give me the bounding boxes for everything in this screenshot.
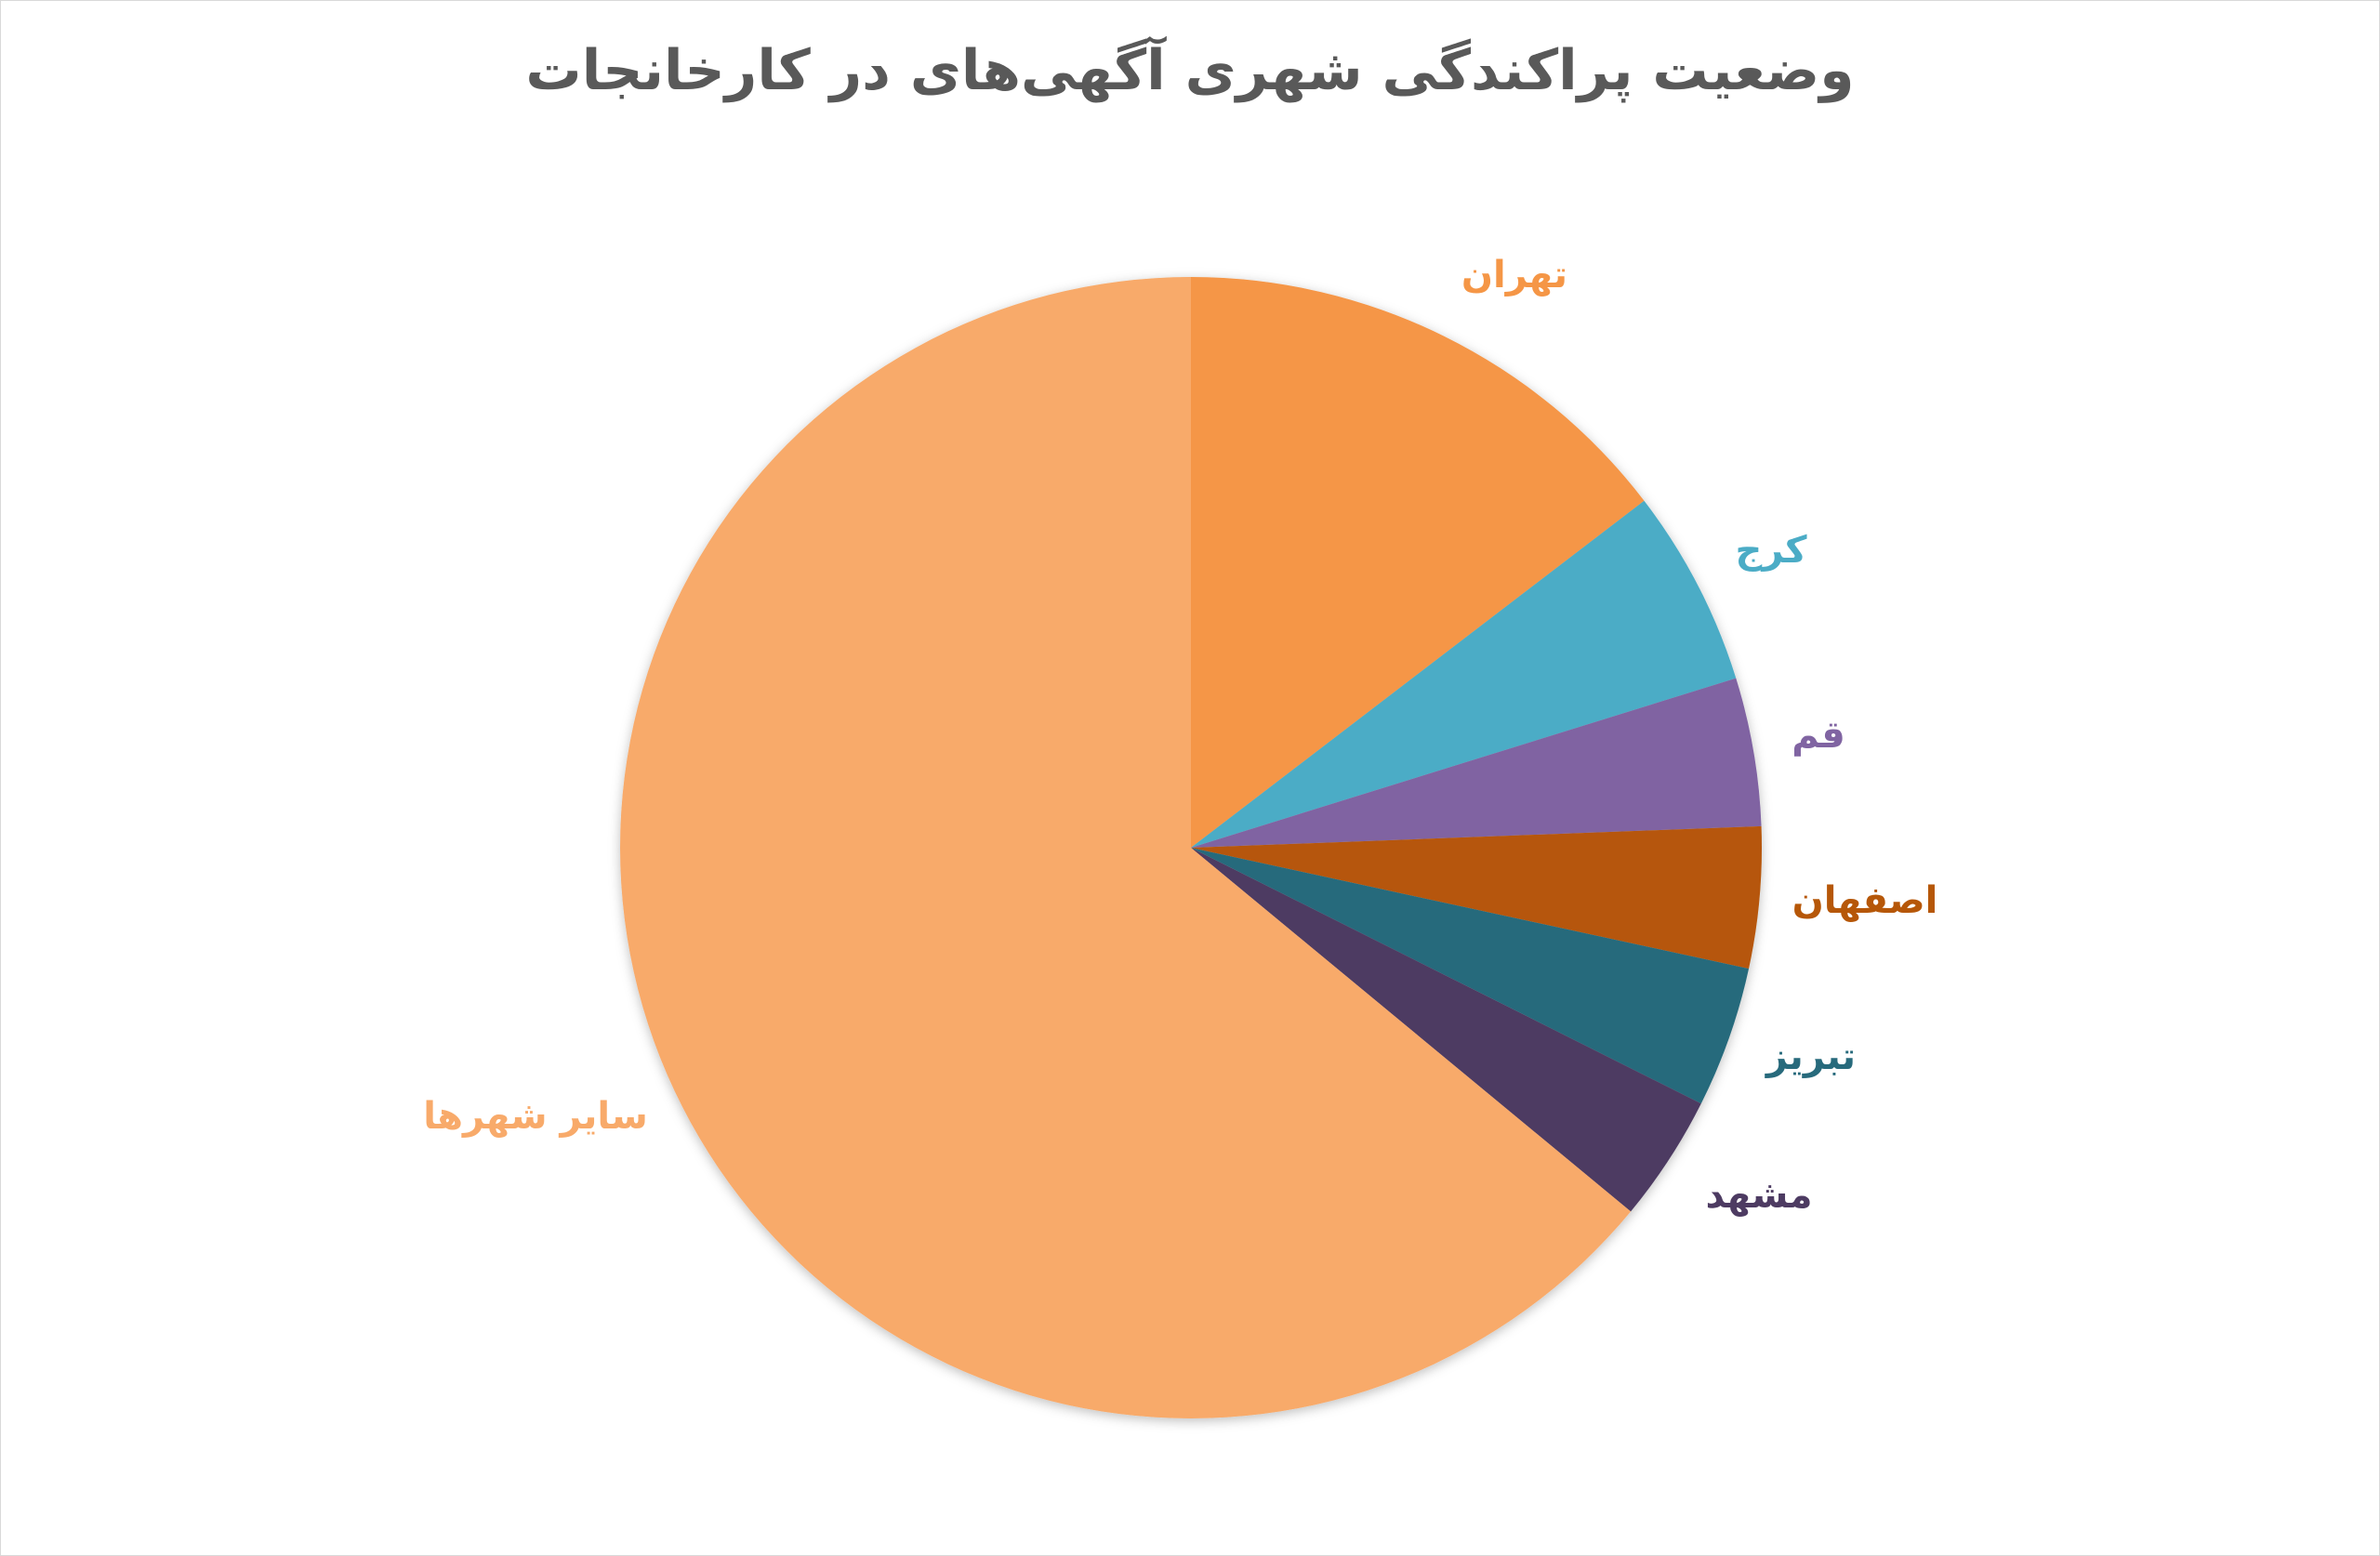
pie-slice bbox=[1191, 848, 1701, 1212]
pie-slice bbox=[619, 277, 1632, 1418]
pie-slice bbox=[1191, 500, 1737, 848]
data-label: تهران bbox=[1461, 254, 1567, 297]
pie-slice bbox=[1191, 277, 1645, 848]
data-label: اصفهان bbox=[1792, 879, 1938, 922]
data-label: تبریز bbox=[1765, 1035, 1856, 1078]
data-label: کرج bbox=[1736, 529, 1808, 572]
pie-slice bbox=[1191, 848, 1750, 1104]
chart-title: وضعیت پراکندگی شهری آگهی‌های در کارخانجا… bbox=[525, 38, 1855, 103]
data-label: مشهد bbox=[1706, 1174, 1813, 1217]
pie-slice bbox=[1191, 825, 1762, 969]
pie-slice bbox=[1191, 678, 1762, 848]
data-label: قم bbox=[1792, 714, 1845, 757]
data-label: سایر شهرها bbox=[423, 1095, 648, 1138]
